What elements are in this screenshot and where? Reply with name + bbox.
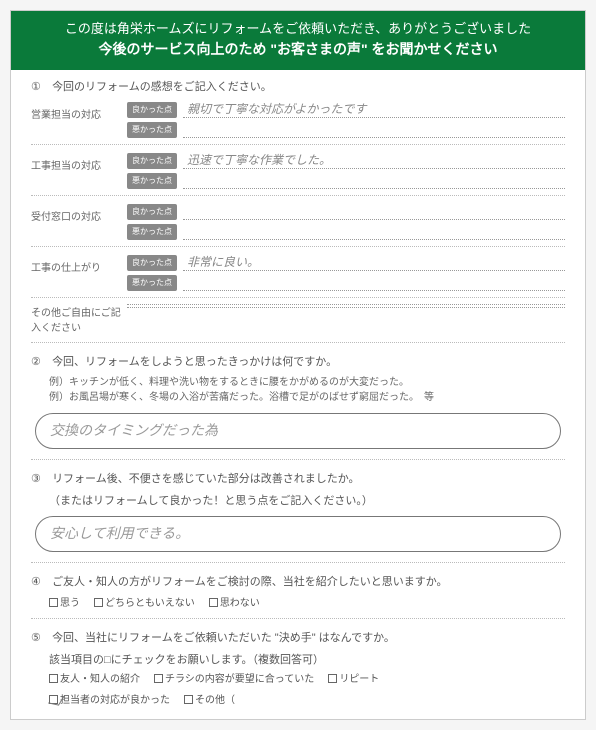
q3-title: リフォーム後、不便さを感じていた部分は改善されましたか。	[52, 473, 359, 485]
checkbox-icon	[209, 598, 218, 607]
q2-section: ② 今回、リフォームをしようと思ったきっかけは何ですか。 例）キッチンが低く、料…	[11, 345, 585, 457]
checkbox-icon	[49, 598, 58, 607]
checkbox-option[interactable]: リピート	[328, 671, 379, 688]
q1-good-line[interactable]: 迅速で丁寧な作業でした。	[183, 151, 565, 169]
q2-ex2: 例）お風呂場が寒く、冬場の入浴が苦痛だった。浴槽で足がのばせず窮屈だった。 等	[49, 390, 565, 405]
q5-section: ⑤ 今回、当社にリフォームをご依頼いただいた "決め手" はなんですか。 該当項…	[11, 621, 585, 719]
bad-tag: 悪かった点	[127, 224, 177, 240]
q5-sub: 該当項目の□にチェックをお願いします。（複数回答可）	[49, 651, 565, 667]
checkbox-icon	[49, 674, 58, 683]
good-tag: 良かった点	[127, 255, 177, 271]
q3-num: ③	[31, 472, 49, 485]
checkbox-option[interactable]: 友人・知人の紹介	[49, 671, 140, 688]
q5-num: ⑤	[31, 631, 49, 644]
q3-answer: 安心して利用できる。	[50, 527, 189, 542]
q1-num: ①	[31, 80, 49, 93]
checkbox-icon	[94, 598, 103, 607]
q1-title: 今回のリフォームの感想をご記入ください。	[52, 81, 272, 93]
q5-options-row1: 友人・知人の紹介 チラシの内容が要望に合っていた リピート	[49, 671, 565, 688]
q1-row-label: 工事担当の対応	[31, 151, 121, 172]
checkbox-icon	[154, 674, 163, 683]
checkbox-label: 思わない	[220, 598, 260, 609]
q4-section: ④ ご友人・知人の方がリフォームをご検討の際、当社を紹介したいと思いますか。 思…	[11, 565, 585, 616]
q1-row-label: 営業担当の対応	[31, 100, 121, 121]
header-line2: 今後のサービス向上のため "お客さまの声" をお聞かせください	[21, 39, 575, 60]
q4-title: ご友人・知人の方がリフォームをご検討の際、当社を紹介したいと思いますか。	[52, 576, 447, 588]
q1-bad-line[interactable]	[183, 273, 565, 291]
q1-bad-line[interactable]	[183, 120, 565, 138]
q3-answer-box[interactable]: 安心して利用できる。	[35, 516, 561, 552]
q3-sub: （またはリフォームして良かった！と思う点をご記入ください。）	[49, 492, 565, 508]
q2-answer-box[interactable]: 交換のタイミングだった為	[35, 413, 561, 449]
q4-num: ④	[31, 575, 49, 588]
q1-row-label: 工事の仕上がり	[31, 253, 121, 274]
survey-form: この度は角栄ホームズにリフォームをご依頼いただき、ありがとうございました 今後の…	[10, 10, 586, 720]
q5-options-row2: 担当者の対応が良かった その他（	[49, 692, 565, 709]
checkbox-label: 思う	[60, 598, 80, 609]
q1-free-line2[interactable]	[127, 307, 565, 308]
checkbox-option[interactable]: 思う	[49, 595, 80, 612]
checkbox-icon	[328, 674, 337, 683]
checkbox-label: 担当者の対応が良かった	[60, 695, 170, 706]
header-line1: この度は角栄ホームズにリフォームをご依頼いただき、ありがとうございました	[21, 19, 575, 39]
bad-tag: 悪かった点	[127, 173, 177, 189]
checkbox-option[interactable]: その他（	[184, 692, 235, 709]
q4-options: 思う どちらともいえない 思わない	[49, 595, 565, 612]
q1-good-answer: 親切で丁寧な対応がよかったです	[187, 100, 366, 117]
q2-answer: 交換のタイミングだった為	[50, 424, 218, 439]
bad-tag: 悪かった点	[127, 122, 177, 138]
q1-row-label: 受付窓口の対応	[31, 202, 121, 223]
checkbox-option[interactable]: どちらともいえない	[94, 595, 195, 612]
q5-title: 今回、当社にリフォームをご依頼いただいた "決め手" はなんですか。	[52, 632, 395, 644]
good-tag: 良かった点	[127, 153, 177, 169]
checkbox-label: チラシの内容が要望に合っていた	[165, 674, 314, 685]
q1-good-line[interactable]: 非常に良い。	[183, 253, 565, 271]
q1-good-answer: 非常に良い。	[187, 253, 259, 270]
checkbox-label: どちらともいえない	[105, 598, 195, 609]
bad-tag: 悪かった点	[127, 275, 177, 291]
good-tag: 良かった点	[127, 204, 177, 220]
checkbox-label: リピート	[339, 674, 379, 685]
q3-section: ③ リフォーム後、不便さを感じていた部分は改善されましたか。 （またはリフォーム…	[11, 462, 585, 560]
q1-free-label: その他ご自由にご記入ください	[31, 304, 121, 334]
q1-good-line[interactable]: 親切で丁寧な対応がよかったです	[183, 100, 565, 118]
checkbox-option[interactable]: 担当者の対応が良かった	[49, 692, 170, 709]
form-header: この度は角栄ホームズにリフォームをご依頼いただき、ありがとうございました 今後の…	[11, 11, 585, 70]
q1-section: ① 今回のリフォームの感想をご記入ください。 営業担当の対応 良かった点 親切で…	[11, 70, 585, 340]
q2-ex1: 例）キッチンが低く、料理や洗い物をするときに腰をかがめるのが大変だった。	[49, 375, 565, 390]
q1-bad-line[interactable]	[183, 222, 565, 240]
checkbox-icon	[49, 695, 58, 704]
q1-bad-line[interactable]	[183, 171, 565, 189]
checkbox-label: その他（	[195, 695, 235, 706]
q2-num: ②	[31, 355, 49, 368]
q1-good-line[interactable]	[183, 202, 565, 220]
checkbox-option[interactable]: 思わない	[209, 595, 260, 612]
checkbox-icon	[184, 695, 193, 704]
checkbox-option[interactable]: チラシの内容が要望に合っていた	[154, 671, 314, 688]
q2-title: 今回、リフォームをしようと思ったきっかけは何ですか。	[52, 356, 337, 368]
checkbox-label: 友人・知人の紹介	[60, 674, 140, 685]
q1-good-answer: 迅速で丁寧な作業でした。	[187, 151, 331, 168]
q1-free-line1[interactable]	[127, 304, 565, 305]
good-tag: 良かった点	[127, 102, 177, 118]
